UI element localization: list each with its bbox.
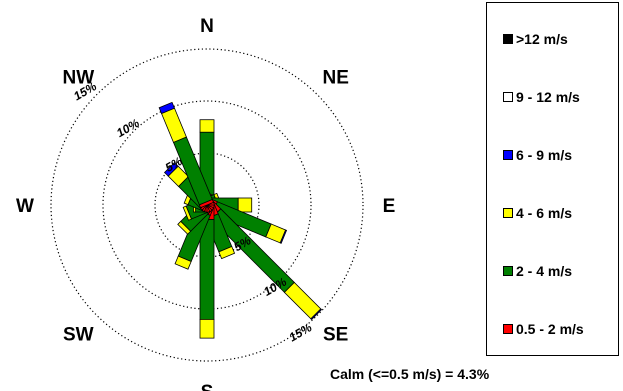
bar-segment-sw <box>177 220 192 235</box>
legend: >12 m/s 9 - 12 m/s 6 - 9 m/s 4 - 6 m/s 2 - 4… <box>486 2 619 356</box>
legend-item-2: 6 - 9 m/s <box>503 147 572 163</box>
bar-s <box>199 204 215 339</box>
bar-segment-wsw <box>182 205 192 221</box>
legend-item-5: 0.5 - 2 m/s <box>503 321 584 337</box>
legend-swatch <box>503 150 513 160</box>
legend-label: 0.5 - 2 m/s <box>516 321 584 337</box>
bar-segment-e <box>237 197 253 213</box>
legend-item-4: 2 - 4 m/s <box>503 263 572 279</box>
legend-label: 9 - 12 m/s <box>516 89 580 105</box>
ring-1 <box>154 152 260 258</box>
legend-label: >12 m/s <box>516 31 568 47</box>
direction-label-s: S <box>201 382 214 391</box>
bar-segment-se <box>283 281 322 320</box>
bar-segment-sse <box>218 245 236 260</box>
legend-swatch <box>503 208 513 218</box>
frequency-rings <box>50 48 364 362</box>
legend-swatch <box>503 92 513 102</box>
direction-label-w: W <box>16 196 34 217</box>
legend-item-0: >12 m/s <box>503 31 568 47</box>
legend-swatch <box>503 266 513 276</box>
legend-label: 4 - 6 m/s <box>516 205 573 221</box>
direction-bars <box>158 101 323 339</box>
bar-segment-n <box>199 119 215 133</box>
ring-2 <box>102 100 312 310</box>
ring-3 <box>50 48 364 362</box>
direction-label-se: SE <box>323 325 348 346</box>
bar-segment-ssw <box>174 255 192 270</box>
bar-segment-nnw <box>158 101 175 115</box>
bar-segment-se <box>310 308 323 321</box>
bar-nnw <box>158 101 214 209</box>
calm-label: Calm (<=0.5 m/s) = 4.3% <box>330 366 490 382</box>
direction-label-nw: NW <box>62 67 94 88</box>
bar-segment-nnw <box>161 107 187 143</box>
legend-item-3: 4 - 6 m/s <box>503 205 572 221</box>
direction-label-e: E <box>383 196 396 217</box>
direction-label-n: N <box>200 16 214 37</box>
ring-label-2-1: 10% <box>114 116 142 140</box>
direction-label-ne: NE <box>322 67 348 88</box>
bar-segment-s <box>199 319 215 339</box>
bar-segment-ese <box>279 229 288 244</box>
direction-label-sw: SW <box>63 325 94 346</box>
legend-label: 2 - 4 m/s <box>516 263 573 279</box>
legend-swatch <box>503 324 513 334</box>
bar-segment-nw <box>163 161 179 177</box>
legend-item-1: 9 - 12 m/s <box>503 89 580 105</box>
legend-label: 6 - 9 m/s <box>516 147 573 163</box>
legend-swatch <box>503 34 513 44</box>
ring-label-3-2: 15% <box>286 320 314 344</box>
direction-labels: N NE E SE S SW W NW <box>16 16 395 391</box>
